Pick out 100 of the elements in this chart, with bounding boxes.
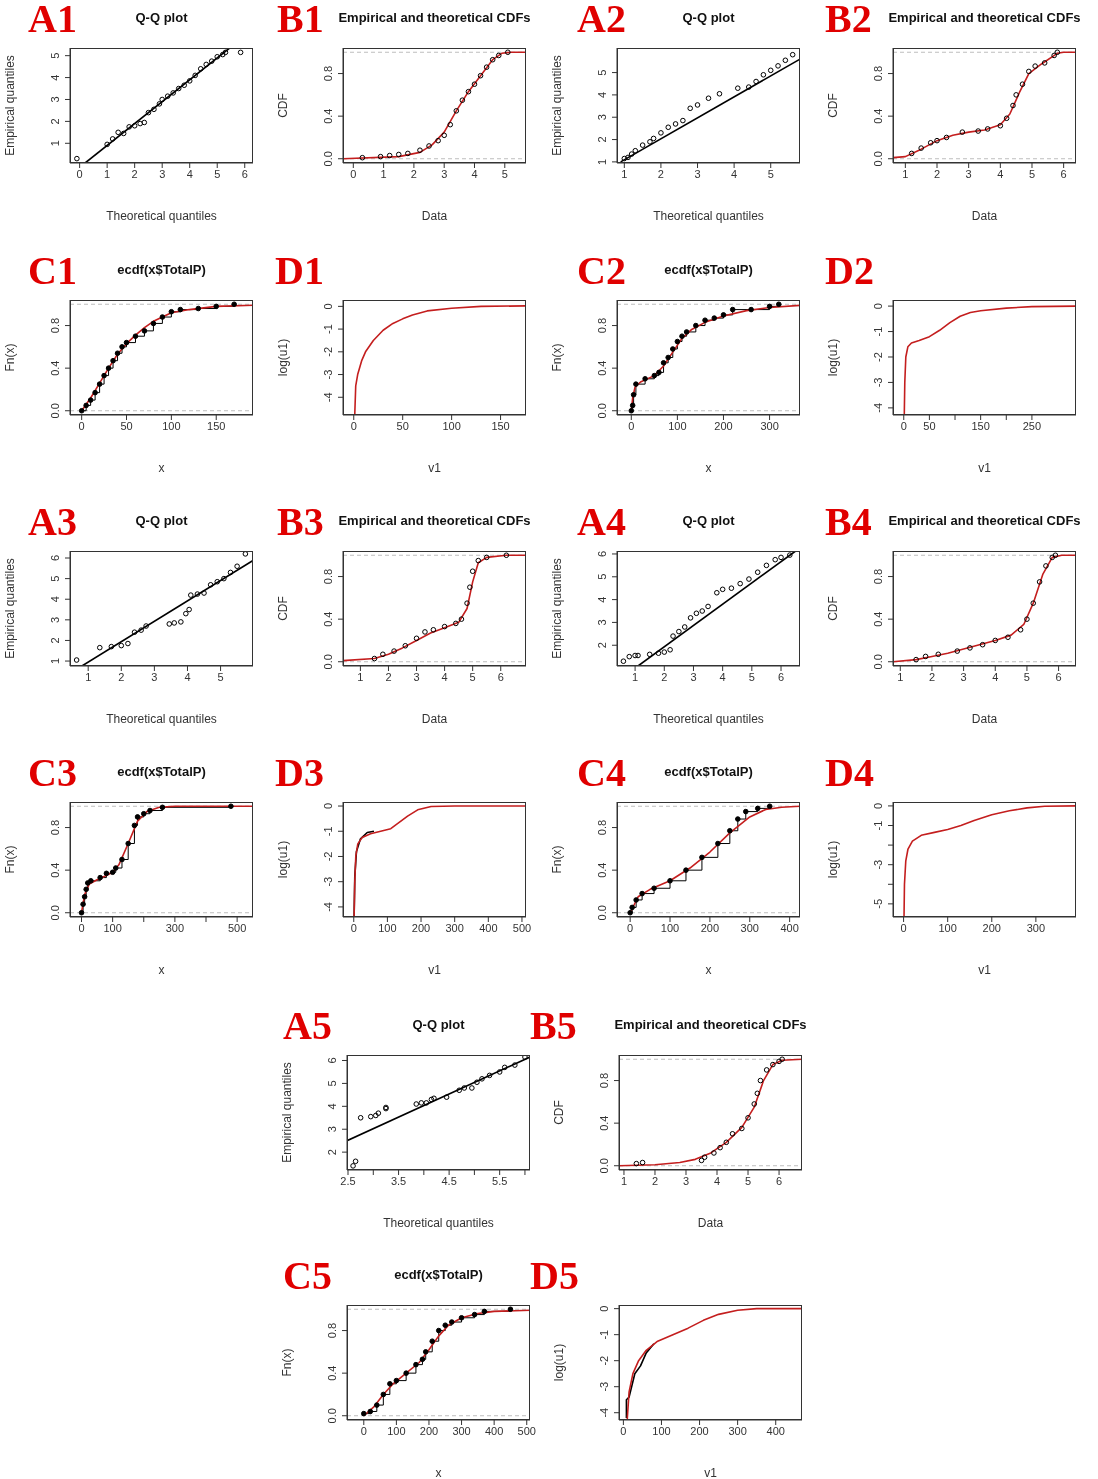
y-tick-label: 6 <box>326 1057 338 1064</box>
x-tick-label: 1 <box>620 1174 628 1187</box>
x-tick-label: 4.5 <box>441 1174 457 1187</box>
x-axis-title: Theoretical quantiles <box>653 712 764 726</box>
x-tick-label: 3 <box>682 1174 690 1187</box>
y-tick-label: 0.4 <box>596 360 608 376</box>
x-tick-label: 6 <box>241 167 248 180</box>
x-tick-label: 0 <box>900 921 907 934</box>
y-tick-label: 0.4 <box>598 1115 610 1131</box>
y-tick-label: -2 <box>598 1355 610 1366</box>
x-tick-label: 0 <box>627 921 634 934</box>
x-axis-title: x <box>158 461 165 475</box>
x-tick-label: 400 <box>766 1424 785 1437</box>
x-tick-label: 500 <box>512 921 532 934</box>
y-tick-label: 5 <box>49 575 61 582</box>
text: B1 <box>277 0 324 42</box>
x-tick-label: 100 <box>442 419 461 432</box>
y-axis-title: log(u1) <box>552 1343 567 1382</box>
y-tick-label: 0.4 <box>326 1365 338 1381</box>
x-axis-title: x <box>705 963 712 977</box>
x-tick-label: 100 <box>378 921 397 934</box>
y-axis-title: Empirical quantiles <box>280 1062 295 1163</box>
y-tick-label: -1 <box>322 826 334 837</box>
y-tick-label: 0.0 <box>872 151 884 167</box>
x-tick-label: 200 <box>700 921 720 934</box>
text: C3 <box>28 750 77 796</box>
x-tick-label: 100 <box>652 1424 671 1437</box>
y-tick-label: 3 <box>596 114 608 121</box>
y-tick-label: 5 <box>49 52 61 59</box>
y-tick-label: -4 <box>598 1407 610 1418</box>
x-tick-label: 6 <box>497 670 504 683</box>
x-axis-title: Theoretical quantiles <box>106 712 217 726</box>
y-tick-label: 0.0 <box>596 905 608 921</box>
y-tick-label: 0.0 <box>322 654 334 670</box>
x-tick-label: 2 <box>928 670 936 683</box>
chart-title: Q-Q plot <box>135 513 188 528</box>
y-tick-label: -1 <box>872 326 884 337</box>
y-tick-label: 0.0 <box>872 654 884 670</box>
x-tick-label: 6 <box>775 1174 783 1187</box>
chart-title: ecdf(x$TotalP) <box>117 764 206 779</box>
text: D4 <box>825 750 874 796</box>
x-tick-label: 5 <box>469 670 476 683</box>
x-tick-label: 1 <box>902 167 909 180</box>
x-tick-label: 5 <box>214 167 221 180</box>
x-tick-label: 5 <box>1023 670 1030 683</box>
x-tick-label: 0 <box>78 921 85 934</box>
x-tick-label: 200 <box>419 1424 439 1437</box>
text: C4 <box>577 750 626 796</box>
x-tick-label: 3 <box>441 167 448 180</box>
y-tick-label: -2 <box>872 352 884 362</box>
y-tick-label: -1 <box>598 1329 610 1340</box>
x-tick-label: 4 <box>471 167 478 180</box>
text: A2 <box>577 0 626 42</box>
x-tick-label: 2 <box>118 670 125 683</box>
x-axis-title: Theoretical quantiles <box>653 209 764 223</box>
text: A3 <box>28 499 77 545</box>
x-axis-title: v1 <box>978 461 992 475</box>
y-tick-label: -5 <box>872 898 884 909</box>
y-tick-label: 4 <box>49 74 61 81</box>
x-tick-label: 100 <box>938 921 957 934</box>
y-tick-label: 0.8 <box>322 568 334 585</box>
x-tick-label: 4 <box>992 670 999 683</box>
chart-title: Q-Q plot <box>682 513 735 528</box>
x-tick-label: 2.5 <box>340 1174 356 1187</box>
x-tick-label: 300 <box>165 921 185 934</box>
chart-title: ecdf(x$TotalP) <box>664 262 753 277</box>
x-tick-label: 50 <box>396 419 409 432</box>
x-axis-title: Data <box>421 712 448 726</box>
y-axis-title: CDF <box>552 1100 567 1125</box>
y-tick-label: 0.8 <box>49 317 61 334</box>
y-tick-label: 0.4 <box>872 611 884 627</box>
x-tick-label: 4 <box>731 167 738 180</box>
x-tick-label: 2 <box>933 167 941 180</box>
chart-title: Empirical and theoretical CDFs <box>337 513 532 528</box>
x-tick-label: 4 <box>186 167 193 180</box>
x-tick-label: 4 <box>997 167 1004 180</box>
text: A4 <box>577 499 626 545</box>
x-tick-label: 2 <box>651 1174 659 1187</box>
x-tick-label: 0 <box>360 1424 367 1437</box>
x-tick-label: 300 <box>728 1424 747 1437</box>
x-tick-label: 1 <box>85 670 92 683</box>
x-tick-label: 1 <box>897 670 904 683</box>
x-tick-label: 150 <box>971 419 990 432</box>
y-tick-label: 0 <box>872 303 884 310</box>
y-tick-label: 0.8 <box>49 819 61 836</box>
x-tick-label: 3 <box>159 167 166 180</box>
x-tick-label: 4 <box>713 1174 721 1187</box>
chart-title: Empirical and theoretical CDFs <box>887 513 1082 528</box>
y-tick-label: -3 <box>872 377 884 388</box>
y-tick-label: -3 <box>872 859 884 870</box>
x-tick-label: 3 <box>151 670 158 683</box>
x-tick-label: 100 <box>660 921 680 934</box>
y-axis-title: log(u1) <box>826 338 841 377</box>
y-tick-label: 0.8 <box>596 317 608 334</box>
x-axis-title: v1 <box>428 963 442 977</box>
y-tick-label: 2 <box>49 118 61 125</box>
y-tick-label: 5 <box>596 573 608 580</box>
x-tick-label: 5 <box>748 670 755 683</box>
y-tick-label: -3 <box>598 1381 610 1392</box>
x-tick-label: 0 <box>350 419 357 432</box>
